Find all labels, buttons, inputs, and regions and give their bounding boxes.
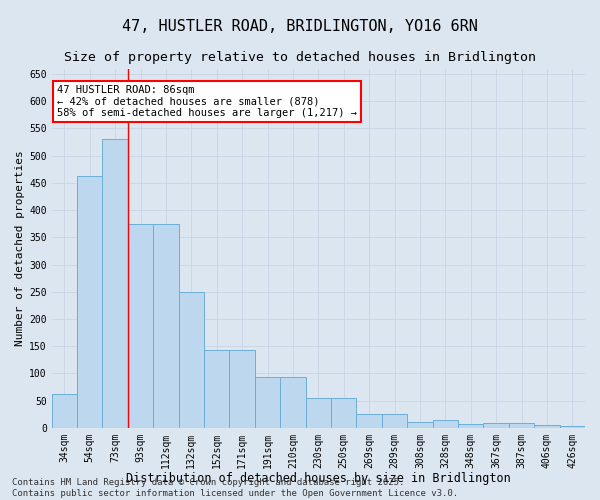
X-axis label: Distribution of detached houses by size in Bridlington: Distribution of detached houses by size … — [126, 472, 511, 485]
Bar — [52, 394, 77, 428]
Bar — [331, 398, 356, 428]
Bar — [229, 350, 255, 428]
Text: 47 HUSTLER ROAD: 86sqm
← 42% of detached houses are smaller (878)
58% of semi-de: 47 HUSTLER ROAD: 86sqm ← 42% of detached… — [57, 85, 357, 118]
Text: Size of property relative to detached houses in Bridlington: Size of property relative to detached ho… — [64, 50, 536, 64]
Bar — [204, 350, 229, 428]
Text: 47, HUSTLER ROAD, BRIDLINGTON, YO16 6RN: 47, HUSTLER ROAD, BRIDLINGTON, YO16 6RN — [122, 18, 478, 34]
Bar — [534, 425, 560, 428]
Bar — [255, 377, 280, 428]
Text: Contains HM Land Registry data © Crown copyright and database right 2025.
Contai: Contains HM Land Registry data © Crown c… — [12, 478, 458, 498]
Bar — [407, 422, 433, 428]
Bar — [560, 426, 585, 428]
Bar — [484, 424, 509, 428]
Bar — [103, 140, 128, 428]
Bar — [382, 414, 407, 428]
Bar — [458, 424, 484, 428]
Bar — [305, 398, 331, 428]
Y-axis label: Number of detached properties: Number of detached properties — [15, 150, 25, 346]
Bar — [179, 292, 204, 428]
Bar — [433, 420, 458, 428]
Bar — [77, 176, 103, 428]
Bar — [153, 224, 179, 428]
Bar — [280, 377, 305, 428]
Bar — [128, 224, 153, 428]
Bar — [356, 414, 382, 428]
Bar — [509, 424, 534, 428]
